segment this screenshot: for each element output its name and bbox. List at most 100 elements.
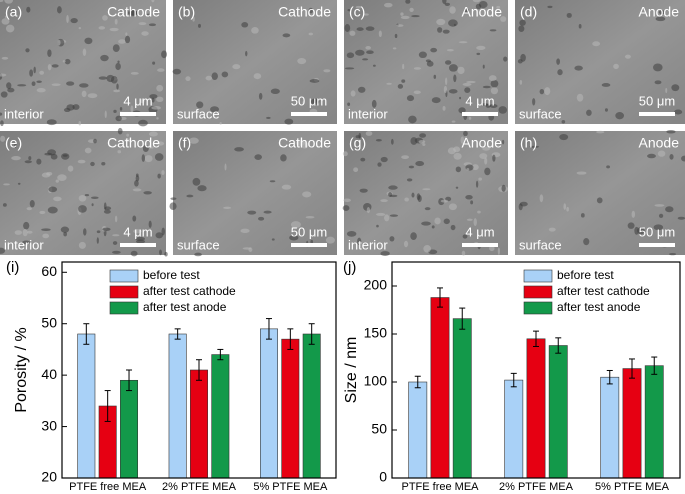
sem-texture	[426, 60, 434, 67]
sem-texture	[78, 120, 82, 126]
sem-texture	[269, 180, 276, 183]
sem-texture	[400, 15, 410, 20]
bar	[408, 381, 428, 479]
sem-texture	[547, 5, 553, 9]
panel-location: interior	[348, 106, 388, 121]
sem-texture	[124, 35, 131, 44]
sem-texture	[98, 26, 106, 30]
error-bar	[437, 287, 443, 308]
sem-texture	[681, 155, 685, 162]
sem-texture	[79, 83, 89, 88]
error-bar	[126, 369, 133, 392]
sem-texture	[240, 228, 250, 234]
sem-texture	[21, 240, 31, 245]
sem-texture	[28, 156, 32, 161]
panel-location: surface	[519, 106, 562, 121]
scale-label: 50 μm	[639, 93, 675, 108]
sem-texture	[161, 170, 165, 175]
sem-texture	[378, 30, 382, 38]
error-bar	[308, 323, 315, 345]
sem-texture	[14, 230, 23, 235]
sem-texture	[47, 49, 52, 57]
error-bar	[510, 372, 517, 388]
bar	[452, 318, 472, 479]
sem-texture	[657, 150, 666, 157]
sem-texture	[60, 226, 70, 233]
sem-texture	[253, 73, 262, 80]
sem-texture	[48, 186, 58, 193]
sem-texture	[631, 210, 636, 218]
sem-texture	[464, 8, 470, 14]
sem-texture	[443, 218, 450, 225]
error-bar	[217, 348, 224, 361]
sem-texture	[665, 87, 668, 94]
sem-texture	[281, 184, 292, 190]
x-tick-label: PTFE free MEA	[401, 481, 479, 493]
panel-label: (d)	[520, 4, 537, 20]
error-bar	[265, 318, 272, 340]
plot-frame	[61, 261, 337, 479]
sem-texture	[346, 52, 355, 59]
sem-texture	[411, 192, 415, 198]
sem-texture	[342, 151, 348, 157]
sem-texture	[138, 119, 148, 127]
x-tick-label: PTFE free MEA	[69, 481, 147, 493]
sem-texture	[596, 197, 603, 204]
sem-texture	[476, 45, 486, 51]
sem-texture	[96, 230, 101, 234]
sem-texture	[489, 29, 497, 32]
sem-texture	[437, 27, 443, 33]
sem-texture	[118, 39, 126, 44]
sem-texture	[655, 16, 666, 22]
sem-texture	[365, 131, 373, 136]
sem-texture	[559, 133, 569, 141]
sem-texture	[84, 193, 90, 197]
sem-texture	[556, 58, 560, 65]
legend-label: after test cathode	[143, 284, 236, 298]
sem-texture	[561, 120, 566, 124]
sem-texture	[402, 63, 405, 70]
sem-texture	[36, 158, 42, 165]
sem-texture	[360, 157, 366, 162]
y-tick-label: 60	[41, 263, 57, 279]
sem-texture	[36, 80, 42, 84]
sem-texture	[482, 85, 491, 89]
sem-texture	[634, 226, 639, 235]
sem-texture	[415, 161, 425, 167]
sem-texture	[671, 84, 680, 92]
sem-texture	[391, 138, 394, 145]
sem-texture	[140, 98, 145, 104]
sem-texture	[0, 0, 4, 3]
sem-texture	[126, 133, 130, 137]
bar	[622, 368, 642, 479]
sem-texture	[384, 2, 393, 8]
y-axis-label: Porosity / %	[13, 327, 30, 412]
sem-texture	[96, 237, 99, 244]
sem-texture	[624, 54, 631, 59]
bar	[281, 338, 300, 479]
bar	[644, 365, 664, 479]
sem-texture	[23, 221, 30, 230]
sem-texture	[124, 138, 132, 143]
sem-texture	[33, 66, 36, 74]
sem-image	[515, 131, 685, 255]
sem-texture	[144, 155, 153, 163]
sem-texture	[186, 194, 194, 198]
sem-texture	[17, 182, 21, 185]
sem-texture	[453, 146, 461, 153]
sem-texture	[492, 154, 496, 162]
sem-texture	[132, 215, 137, 222]
sem-texture	[313, 98, 317, 104]
sem-texture	[422, 143, 426, 146]
sem-texture	[164, 251, 168, 257]
sem-texture	[470, 200, 474, 205]
sem-texture	[380, 251, 390, 256]
sem-texture	[41, 228, 51, 232]
sem-texture	[404, 197, 409, 202]
sem-texture	[310, 239, 314, 244]
sem-texture	[406, 178, 413, 182]
sem-texture	[497, 247, 501, 255]
sem-texture	[548, 227, 556, 232]
scale-label: 4 μm	[465, 224, 494, 239]
sem-texture	[24, 160, 32, 164]
